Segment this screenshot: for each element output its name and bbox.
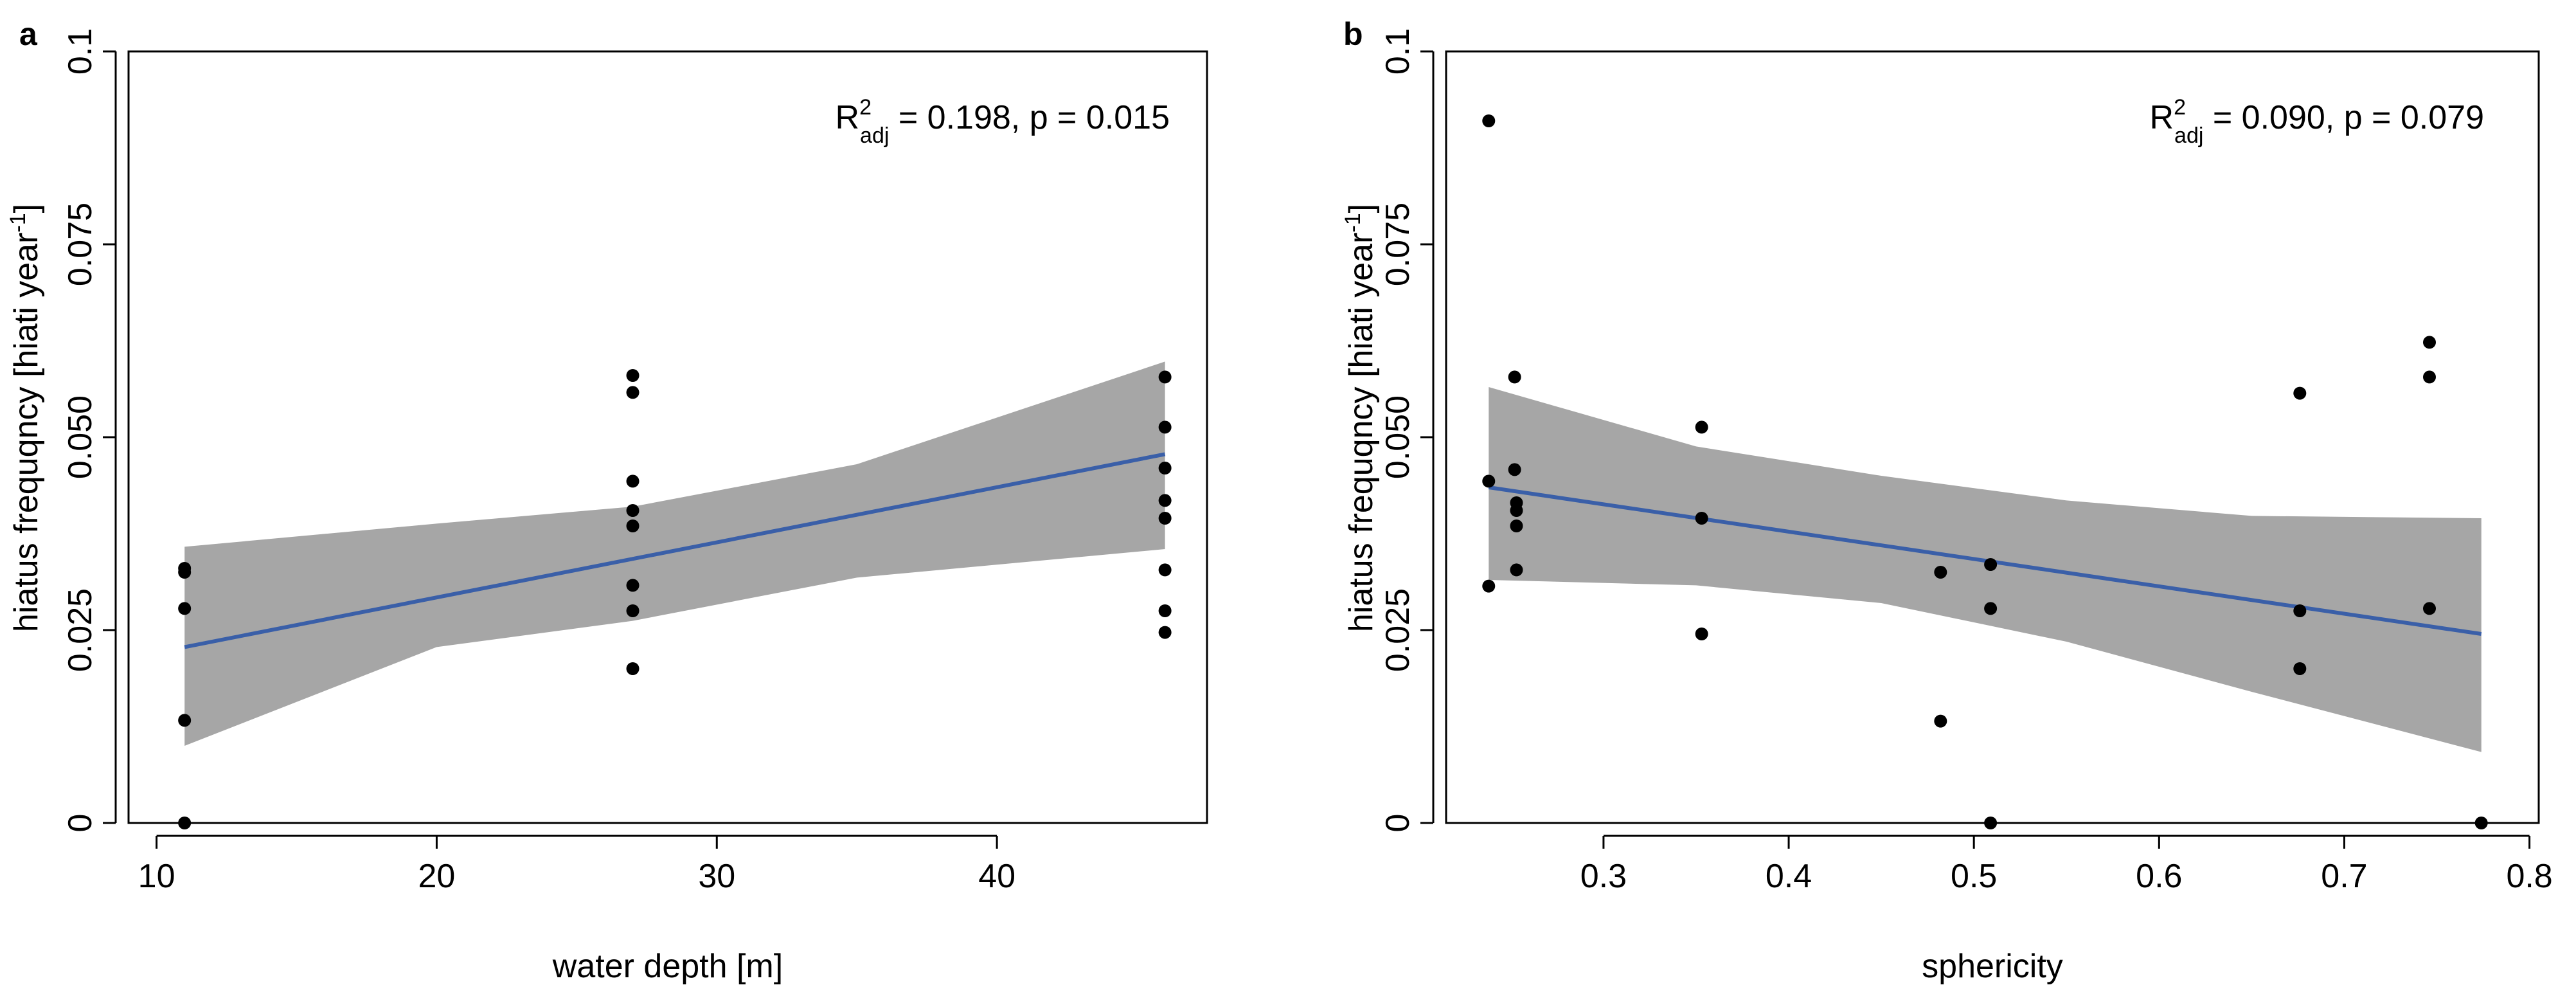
data-point	[626, 386, 640, 399]
data-point	[1158, 370, 1172, 384]
data-point	[626, 369, 640, 382]
data-point	[626, 504, 640, 517]
x-tick-label: 40	[978, 858, 1015, 895]
data-point	[178, 714, 192, 727]
x-tick-label: 10	[138, 858, 175, 895]
x-tick-label: 20	[418, 858, 456, 895]
panel-letter: b	[1343, 16, 1363, 52]
data-point	[1510, 520, 1523, 532]
data-point	[2293, 604, 2307, 617]
x-tick-label: 0.8	[2506, 858, 2552, 895]
y-tick-label: 0	[62, 814, 99, 833]
data-point	[178, 562, 192, 575]
data-point	[1158, 512, 1172, 525]
data-point	[1482, 579, 1496, 593]
data-point	[1508, 463, 1521, 476]
data-point	[2293, 386, 2307, 400]
stats-annotation: R2 adj = 0.198, p = 0.015	[836, 95, 1170, 148]
data-point	[1508, 370, 1521, 384]
regression-line	[184, 452, 1166, 649]
data-point	[1158, 494, 1172, 507]
data-point	[1482, 474, 1496, 488]
confidence-band	[184, 361, 1165, 746]
x-tick-label: 0.7	[2321, 858, 2367, 895]
data-point	[1482, 114, 1496, 127]
data-point	[178, 602, 192, 615]
panel-b: 0.3 0.4 0.5 0.6 0.7 0.8 0 0.025 0.050 0.075 0.1 sph…	[1341, 16, 2553, 985]
data-point	[2423, 602, 2436, 615]
data-point	[1934, 566, 1947, 579]
panel-letter: a	[19, 16, 38, 52]
y-axis-title: hiatus frequqncy [hiati year-1]	[6, 204, 45, 632]
y-tick-label: 0.050	[1379, 395, 1417, 479]
y-tick-label: 0.050	[62, 395, 99, 479]
regression-line	[1488, 485, 2482, 636]
x-tick-label: 0.5	[1951, 858, 1997, 895]
x-axis-title: sphericity	[1922, 948, 2063, 985]
y-tick-label: 0.025	[1379, 588, 1417, 672]
x-tick-label: 0.3	[1580, 858, 1627, 895]
data-point	[1158, 626, 1172, 639]
data-point	[2293, 662, 2307, 675]
y-tick-label: 0.1	[62, 28, 99, 75]
data-point	[1934, 714, 1947, 728]
data-point	[2423, 370, 2436, 384]
data-point	[1695, 512, 1708, 525]
plot-frame	[1445, 50, 2540, 824]
data-point	[1695, 628, 1708, 640]
x-tick-label: 0.4	[1766, 858, 1812, 895]
y-axis-title: hiatus frequqncy [hiati year-1]	[1341, 204, 1380, 632]
data-point	[626, 604, 640, 617]
data-point	[1158, 420, 1172, 434]
data-point	[1158, 462, 1172, 474]
y-tick-label: 0	[1379, 814, 1417, 833]
x-tick-label: 0.6	[2136, 858, 2182, 895]
data-point	[1158, 563, 1172, 577]
y-tick-label: 0.075	[62, 203, 99, 286]
data-point	[1510, 563, 1523, 577]
panel-a: 10 20 30 40 0 0.025 0.050 0.075 0.1 water depth […	[6, 16, 1208, 985]
y-tick-label: 0.025	[62, 588, 99, 672]
x-tick-label: 30	[698, 858, 735, 895]
y-tick-label: 0.075	[1379, 203, 1417, 286]
data-point	[626, 662, 640, 675]
data-point	[2423, 336, 2436, 349]
data-point	[1695, 420, 1708, 434]
y-tick-label: 0.1	[1379, 28, 1417, 75]
plot-frame	[127, 50, 1208, 824]
data-point	[1510, 504, 1523, 517]
data-point	[1158, 604, 1172, 617]
data-point	[1984, 558, 1998, 571]
x-axis-title: water depth [m]	[552, 948, 783, 985]
confidence-band	[1489, 387, 2482, 752]
data-point	[1984, 602, 1998, 615]
stats-annotation: R2 adj = 0.090, p = 0.079	[2150, 95, 2484, 148]
data-point	[626, 520, 640, 532]
data-point	[626, 474, 640, 488]
data-point	[626, 579, 640, 592]
